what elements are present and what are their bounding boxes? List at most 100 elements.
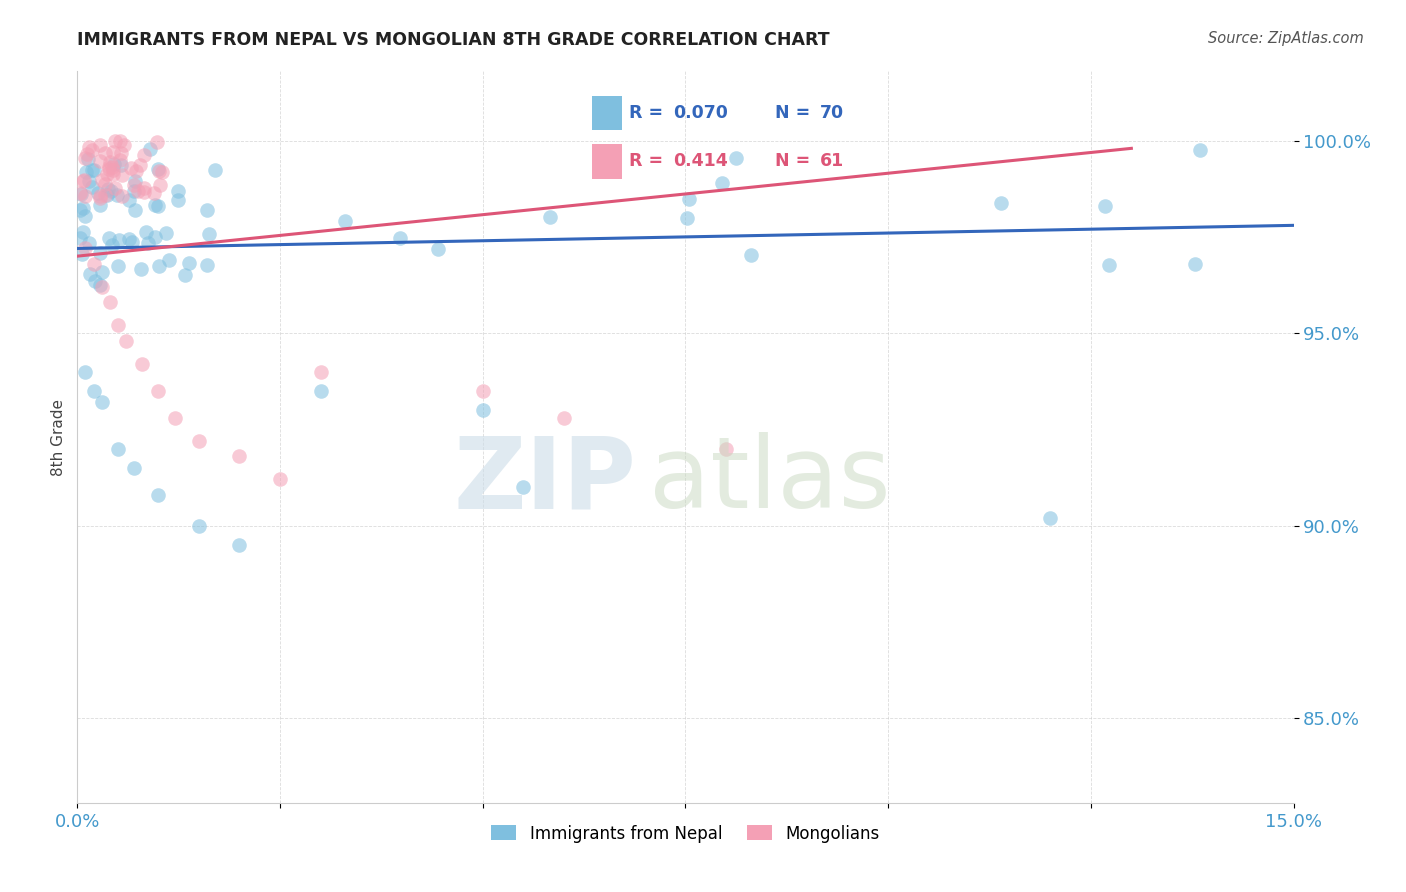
Point [69, 186, 91, 201]
Point [118, 194, 141, 208]
Point [89, 153, 111, 168]
Point [100, 184, 122, 198]
Point [89, 197, 111, 211]
Point [83, 274, 105, 288]
Point [167, 193, 190, 207]
Point [155, 226, 177, 240]
Point [83, 257, 105, 271]
Point [75, 209, 97, 223]
Text: Source: ZipAtlas.com: Source: ZipAtlas.com [1208, 31, 1364, 46]
Point [89, 191, 111, 205]
Point [75, 242, 97, 256]
Point [1039, 511, 1062, 525]
Point [148, 488, 170, 502]
Point [134, 186, 156, 200]
Point [136, 235, 159, 250]
Point [97, 160, 120, 174]
Point [101, 163, 124, 178]
Point [98, 155, 121, 169]
Point [118, 232, 141, 246]
Point [129, 261, 152, 276]
Point [228, 538, 250, 552]
Point [75, 165, 97, 179]
Point [132, 180, 155, 194]
Point [76, 152, 98, 166]
Point [80, 179, 103, 194]
Point [75, 151, 97, 165]
Point [101, 237, 124, 252]
Point [91, 265, 114, 279]
Point [97, 230, 120, 244]
Point [94, 187, 117, 202]
Point [87, 186, 110, 201]
Text: ZIP: ZIP [454, 433, 637, 530]
Point [104, 181, 127, 195]
Point [148, 384, 170, 398]
Point [89, 246, 111, 260]
Point [120, 161, 142, 176]
Point [150, 164, 173, 178]
Point [96, 167, 118, 181]
Point [75, 188, 97, 202]
Point [146, 135, 169, 149]
Point [91, 173, 114, 187]
Point [122, 461, 145, 475]
Point [143, 230, 166, 244]
Point [76, 147, 98, 161]
Point [471, 384, 494, 398]
Point [148, 259, 170, 273]
Point [146, 161, 169, 176]
Point [97, 162, 120, 177]
Point [149, 178, 172, 192]
Point [72, 225, 94, 239]
Point [142, 186, 165, 200]
Point [73, 173, 96, 187]
Point [471, 403, 494, 417]
Point [538, 211, 561, 225]
Point [122, 184, 145, 198]
Point [129, 158, 152, 172]
Point [108, 153, 131, 168]
Point [103, 157, 125, 171]
Point [107, 259, 129, 273]
Point [111, 189, 134, 203]
Point [98, 295, 121, 310]
Point [1094, 199, 1116, 213]
Point [135, 225, 157, 239]
Point [127, 185, 149, 199]
Point [197, 227, 219, 241]
Point [309, 384, 332, 398]
Point [163, 410, 186, 425]
Text: atlas: atlas [650, 433, 890, 530]
Point [77, 139, 100, 153]
Point [139, 142, 162, 156]
Point [96, 182, 118, 196]
Point [309, 365, 332, 379]
Point [131, 357, 153, 371]
Point [89, 277, 111, 292]
Point [93, 145, 115, 160]
Point [204, 162, 226, 177]
Point [101, 167, 124, 181]
Point [69, 187, 91, 202]
Point [125, 164, 148, 178]
Point [69, 231, 91, 245]
Point [101, 145, 124, 159]
Point [89, 188, 111, 202]
Point [108, 233, 131, 247]
Point [72, 174, 94, 188]
Point [1188, 144, 1211, 158]
Point [711, 176, 734, 190]
Point [111, 168, 134, 182]
Y-axis label: 8th Grade: 8th Grade [51, 399, 66, 475]
Point [678, 192, 700, 206]
Point [110, 145, 132, 160]
Point [114, 138, 136, 153]
Point [105, 188, 128, 202]
Point [69, 203, 91, 218]
Point [269, 472, 291, 486]
Point [188, 518, 211, 533]
Point [990, 196, 1012, 211]
Point [134, 148, 156, 162]
Point [94, 178, 117, 192]
